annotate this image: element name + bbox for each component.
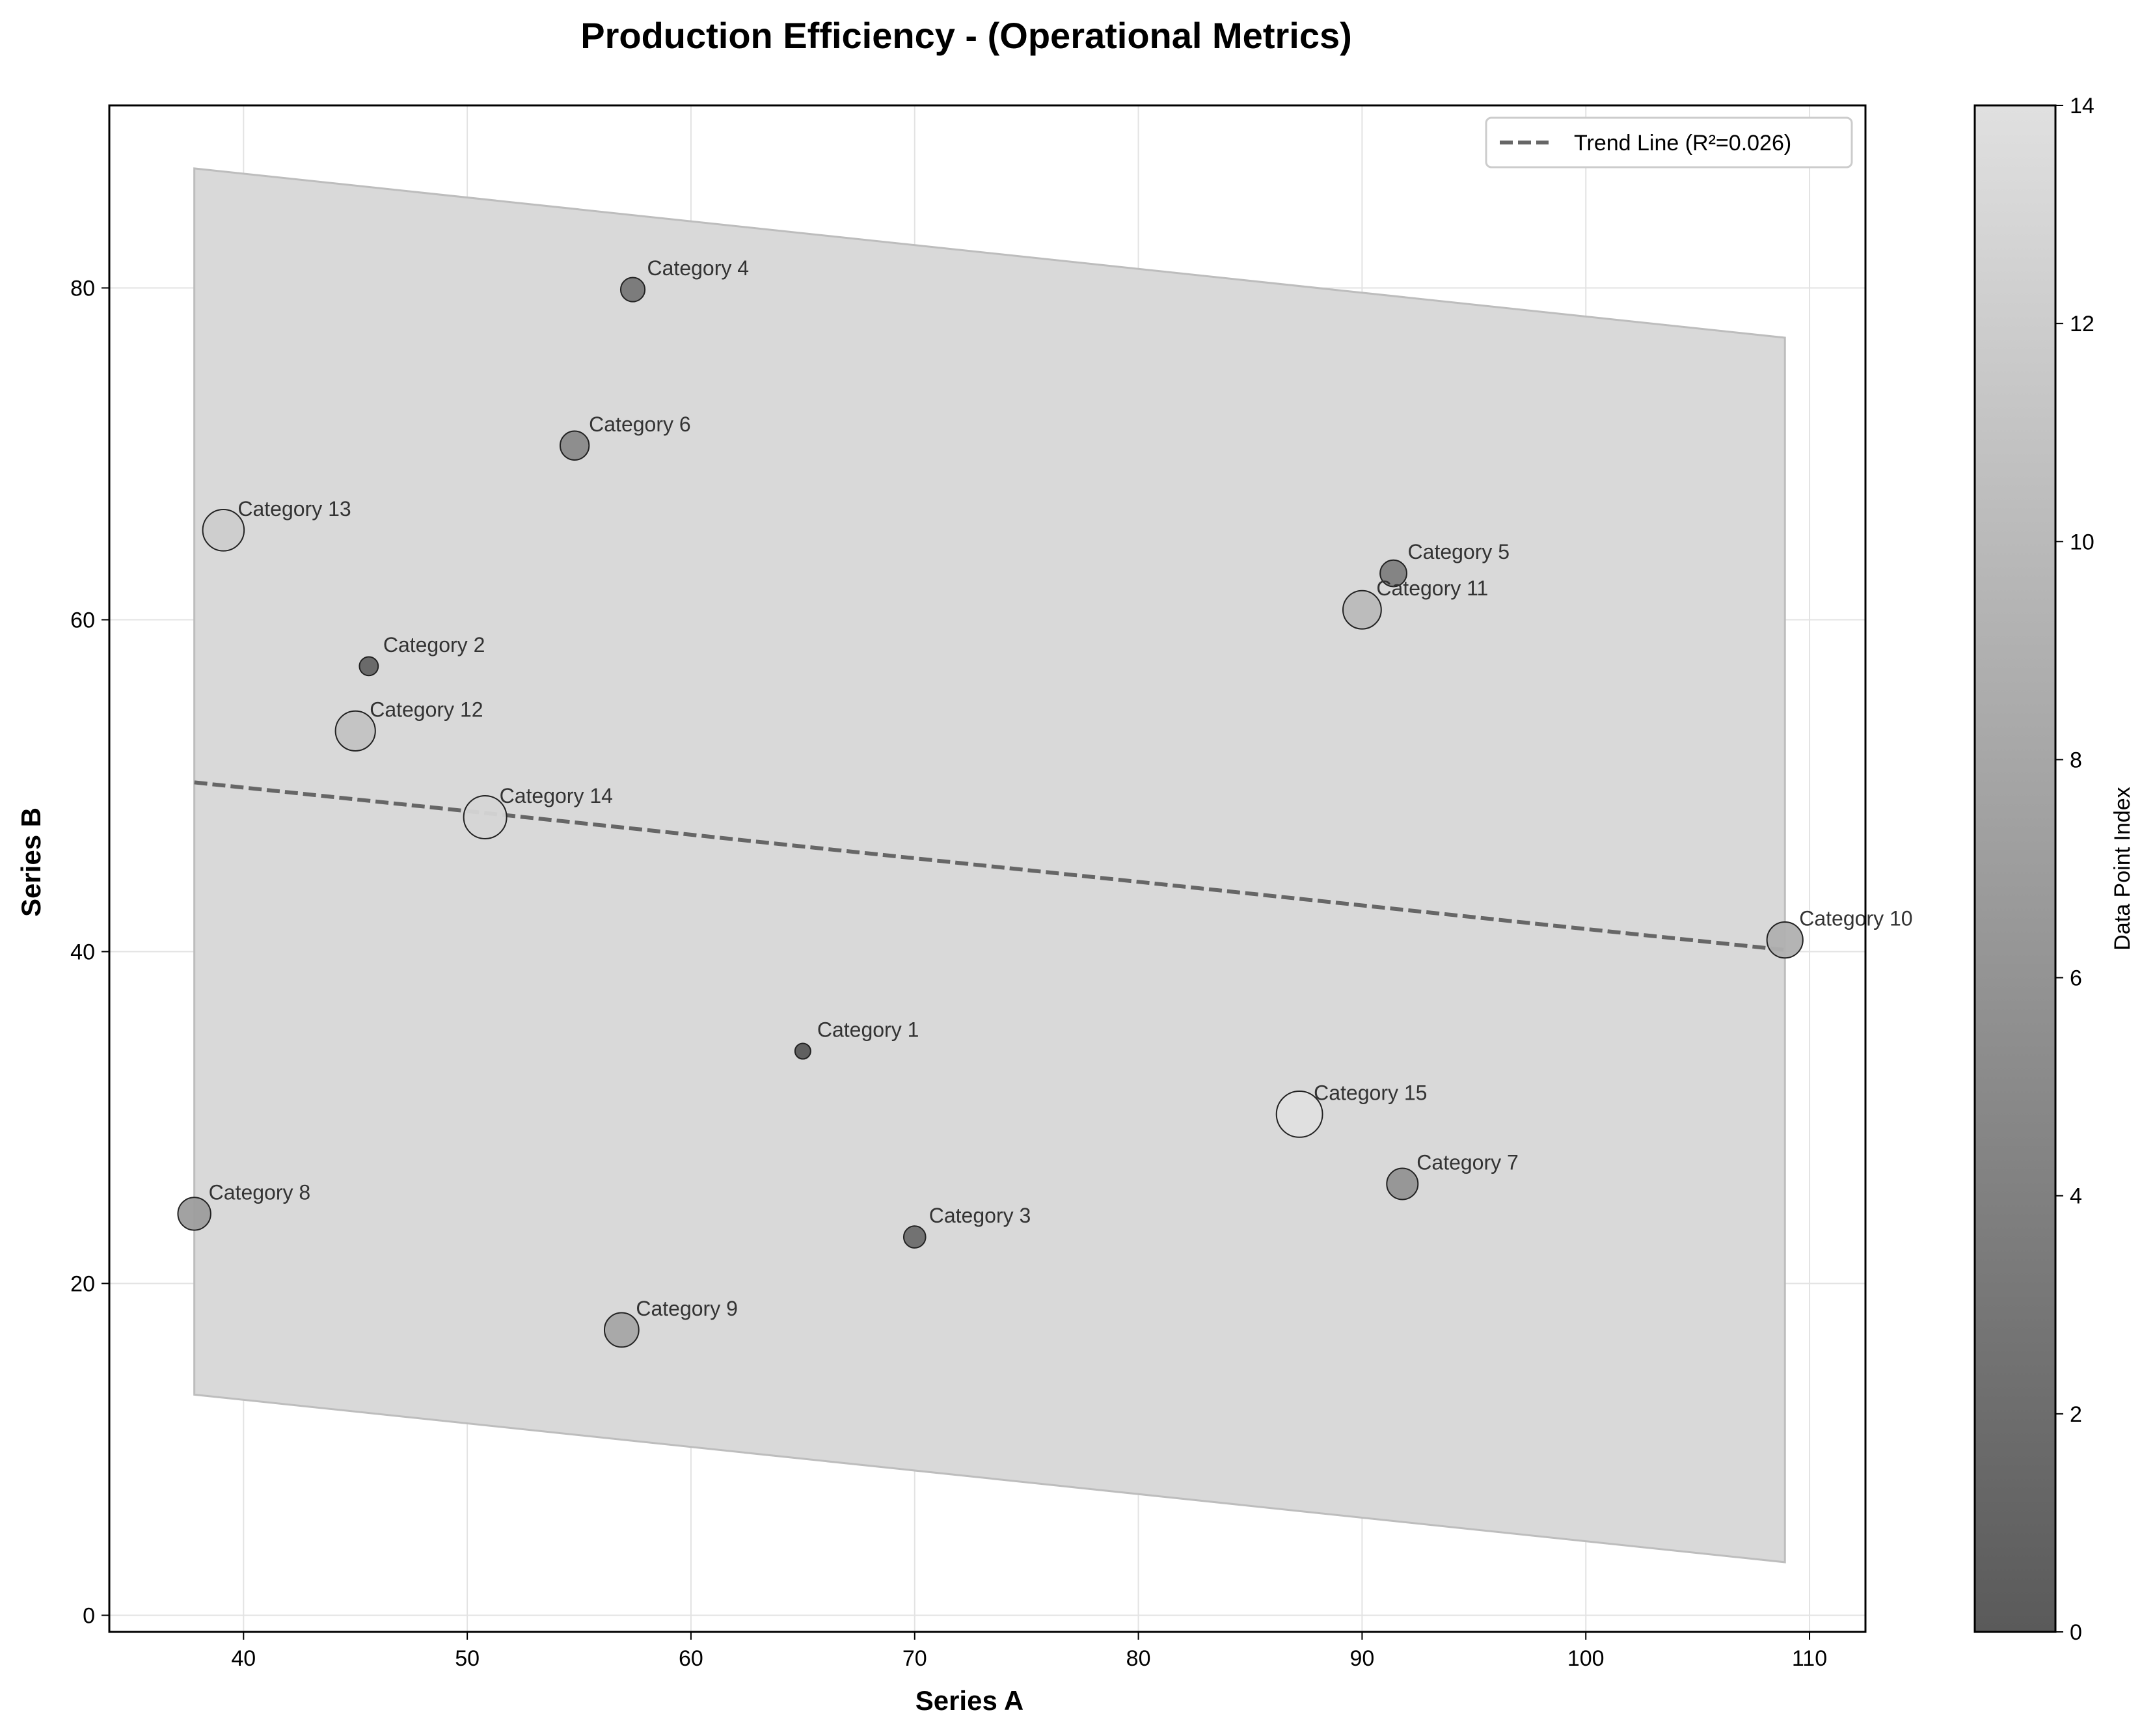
data-point-label: Category 15 (1314, 1081, 1427, 1104)
data-point (603, 1312, 640, 1348)
data-point-label: Category 4 (647, 256, 750, 280)
data-point (1766, 921, 1804, 959)
colorbar: 0 2 4 6 8 10 12 14 Data Point Index (1973, 94, 2135, 1645)
colorbar-tick-label: 8 (2070, 748, 2082, 772)
colorbar-tick-label: 0 (2070, 1620, 2082, 1645)
plot-area-frame (108, 104, 1867, 1633)
colorbar-tick-label: 4 (2070, 1184, 2082, 1209)
data-point (619, 277, 646, 303)
data-point-label: Category 10 (1799, 907, 1912, 930)
x-tick-label: 90 (1349, 1646, 1374, 1671)
x-axis-ticks: 40 50 60 70 80 90 100 110 (231, 1632, 1827, 1671)
data-point-label: Category 6 (589, 413, 691, 436)
x-tick-label: 100 (1567, 1646, 1605, 1671)
data-point-label: Category 5 (1408, 540, 1510, 563)
data-point-label: Category 7 (1416, 1151, 1519, 1174)
data-point-label: Category 9 (636, 1297, 738, 1320)
trend-line-layer (194, 780, 1785, 952)
data-point (177, 1197, 211, 1231)
colorbar-ticks: 0 2 4 6 8 10 12 14 (2055, 94, 2094, 1645)
data-point (794, 1042, 811, 1060)
confidence-band-layer (193, 167, 1786, 1564)
x-tick-label: 70 (902, 1646, 927, 1671)
data-point (1342, 590, 1382, 630)
data-point-label: Category 11 (1376, 576, 1488, 600)
x-axis-title: Series A (915, 1685, 1024, 1716)
data-point (1275, 1091, 1323, 1138)
data-point (1379, 559, 1407, 588)
x-tick-label: 50 (455, 1646, 480, 1671)
data-point (334, 710, 376, 752)
x-tick-label: 60 (679, 1646, 703, 1671)
data-point-label: Category 1 (817, 1018, 919, 1042)
y-tick-label: 40 (70, 940, 95, 965)
data-point-label: Category 13 (237, 497, 351, 521)
data-point-label: Category 14 (500, 784, 613, 807)
colorbar-title: Data Point Index (2110, 787, 2135, 950)
y-tick-label: 20 (70, 1272, 95, 1297)
point-labels-layer: Category 1 Category 2 Category 3 Category 4… (209, 256, 1913, 1320)
x-tick-label: 40 (231, 1646, 256, 1671)
data-point (559, 430, 590, 461)
y-axis-title: Series B (16, 807, 46, 917)
confidence-band (193, 167, 1786, 1564)
data-point (1386, 1167, 1419, 1200)
x-tick-label: 110 (1792, 1646, 1827, 1671)
trend-line (194, 780, 1785, 952)
legend-box (1485, 116, 1853, 169)
data-points-layer (177, 277, 1804, 1348)
y-tick-label: 60 (70, 608, 95, 633)
chart-title: Production Efficiency - (Operational Met… (580, 15, 1352, 56)
data-point (463, 794, 508, 839)
data-point-label: Category 2 (383, 633, 485, 657)
data-point (359, 656, 379, 677)
data-point-label: Category 12 (370, 698, 483, 721)
colorbar-tick-label: 10 (2070, 530, 2094, 554)
data-point (902, 1225, 927, 1249)
x-tick-label: 80 (1126, 1646, 1151, 1671)
colorbar-tick-label: 2 (2070, 1402, 2082, 1427)
colorbar-gradient (1973, 104, 2057, 1633)
legend-label: Trend Line (R²=0.026) (1574, 131, 1791, 156)
y-tick-label: 80 (70, 277, 95, 301)
colorbar-tick-label: 6 (2070, 966, 2082, 991)
data-point (202, 509, 245, 552)
data-point-label: Category 3 (929, 1204, 1031, 1227)
data-point-label: Category 8 (209, 1180, 311, 1204)
colorbar-tick-label: 14 (2070, 94, 2094, 118)
y-axis-ticks: 0 20 40 60 80 (70, 277, 109, 1629)
colorbar-tick-label: 12 (2070, 312, 2094, 336)
legend: Trend Line (R²=0.026) (1485, 116, 1853, 169)
y-tick-label: 0 (83, 1604, 95, 1629)
